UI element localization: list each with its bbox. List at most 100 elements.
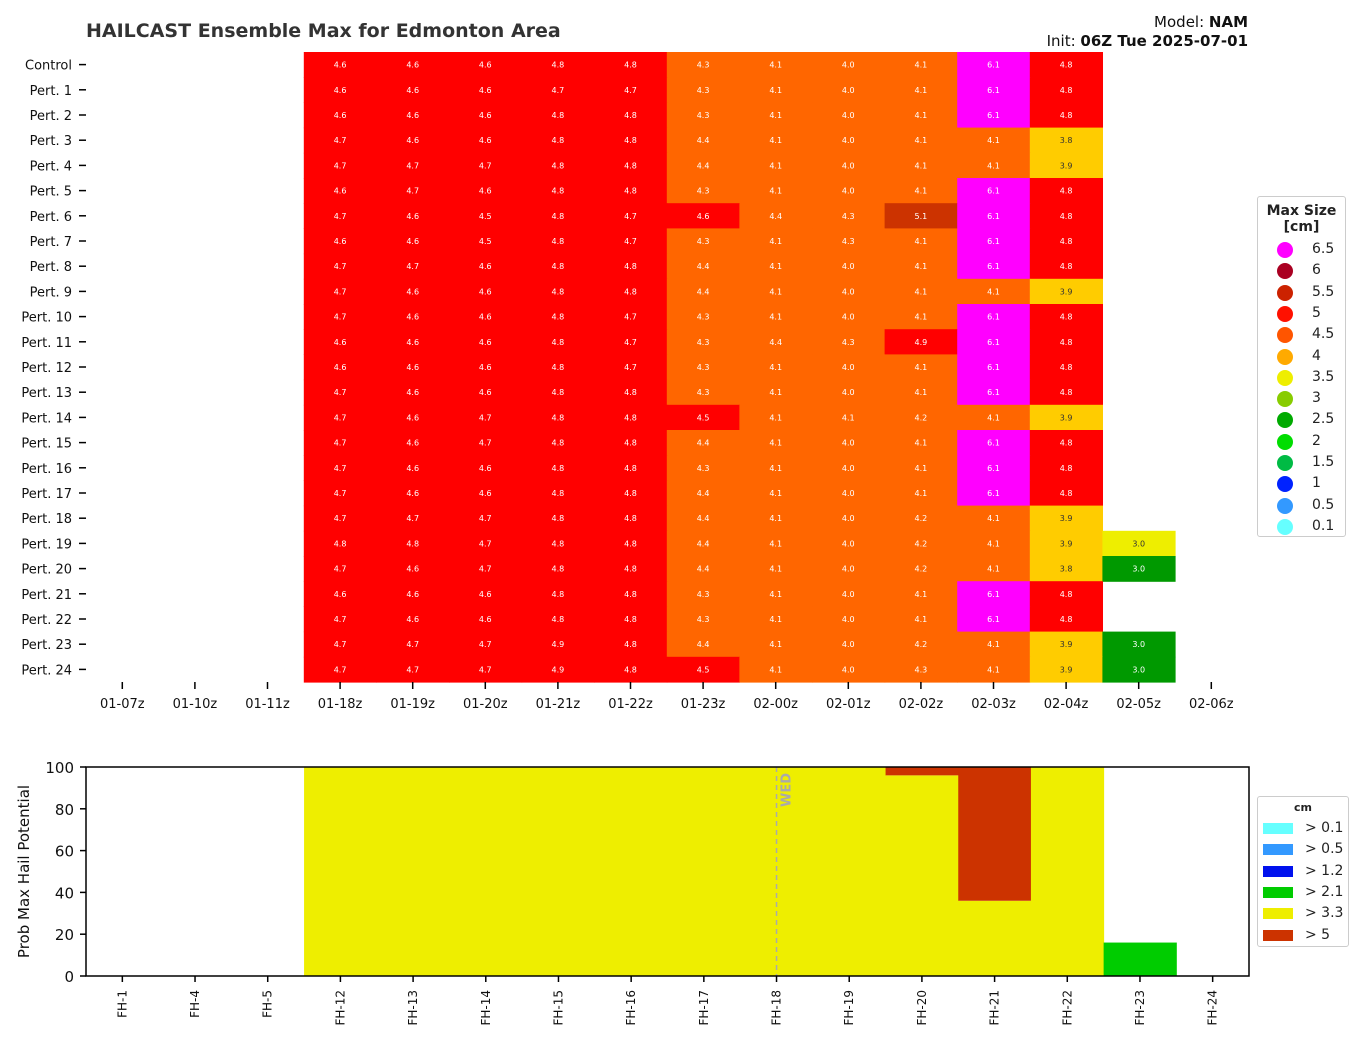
heatmap-cell-value: 4.3 [915,665,928,674]
heatmap-cell [666,480,740,507]
heatmap-cell [812,379,886,406]
x-tick-label: FH-16 [624,990,638,1026]
heatmap-cell [521,656,595,683]
heatmap-cell-value: 4.8 [624,590,637,599]
heatmap-cell-value: 6.1 [987,111,1000,120]
heatmap-cell-value: 4.6 [406,61,419,70]
heatmap-cell-value: 6.1 [987,187,1000,196]
heatmap-cell-value: 4.7 [334,287,347,296]
heatmap-cell-value: 4.6 [406,237,419,246]
probability-bar [449,767,523,976]
heatmap-cell-value: 3.8 [1060,565,1073,574]
heatmap-cell-value: 4.3 [697,313,710,322]
heatmap-cell-value: 4.6 [479,86,492,95]
heatmap-cell-value: 4.1 [769,262,782,271]
heatmap-cell [449,606,523,633]
y-tick-label: Pert. 7 [30,235,72,250]
heatmap-cell-value: 4.1 [987,640,1000,649]
probability-bar [304,767,378,976]
heatmap-cell [957,455,1031,481]
heatmap-cell-value: 4.2 [915,539,928,548]
heatmap-cell-value: 4.1 [769,615,782,624]
heatmap-cell-value: 4.6 [406,86,419,95]
heatmap-cell [521,455,595,481]
heatmap-cell-value: 4.8 [552,590,565,599]
heatmap-cell-value: 4.3 [697,590,710,599]
legend-dot-icon [1277,263,1293,280]
heatmap-cell-value: 4.8 [1060,489,1073,498]
heatmap-cell-value: 4.5 [697,413,710,422]
max-size-legend-entry: 1.5 [1258,452,1345,472]
heatmap-cell-value: 4.7 [334,615,347,624]
heatmap-cell-value: 6.1 [987,61,1000,70]
heatmap-cell-value: 4.8 [624,262,637,271]
probability-bar [958,767,1032,901]
heatmap-cell-value: 6.1 [987,338,1000,347]
legend-dot-icon [1277,391,1293,408]
heatmap-cell-value: 4.8 [552,413,565,422]
heatmap-cell-value: 4.6 [406,565,419,574]
heatmap-cell [739,253,813,280]
heatmap-cell-value: 4.8 [552,514,565,523]
legend-swatch-icon [1263,844,1293,856]
heatmap-cell [376,631,450,658]
heatmap-cell [739,379,813,406]
heatmap-cell-value: 4.1 [915,590,928,599]
heatmap-cell-value: 4.1 [915,313,928,322]
model-value: NAM [1208,13,1248,31]
heatmap-cell-value: 4.8 [624,565,637,574]
heatmap-cell [1029,253,1103,280]
heatmap-cell-value: 6.1 [987,86,1000,95]
heatmap-cell [739,530,813,557]
heatmap-cell [303,329,377,355]
heatmap-cell-value: 3.9 [1060,287,1073,296]
x-tick-label: FH-4 [188,990,202,1018]
heatmap-cell [739,77,813,103]
heatmap-cell-value: 4.8 [624,514,637,523]
y-tick-label: Pert. 24 [21,663,72,678]
heatmap-cell-value: 4.1 [987,136,1000,145]
heatmap-cell-value: 3.9 [1060,665,1073,674]
heatmap-cell [957,253,1031,280]
heatmap-cell-value: 4.6 [479,338,492,347]
heatmap-cell-value: 4.8 [1060,439,1073,448]
heatmap-cell-value: 4.8 [624,665,637,674]
heatmap-cell [1102,530,1176,557]
heatmap-cell [521,631,595,658]
heatmap-cell [376,505,450,532]
heatmap-cell-value: 4.8 [552,313,565,322]
heatmap-cell [957,480,1031,507]
heatmap-cell-value: 4.8 [1060,86,1073,95]
heatmap-cell [884,379,958,406]
heatmap-cell-value: 4.7 [624,86,637,95]
heatmap-cell [521,505,595,532]
heatmap-cell-value: 4.5 [697,665,710,674]
heatmap-cell [884,228,958,255]
heatmap-cell-value: 4.4 [697,489,710,498]
heatmap-cell-value: 4.7 [334,464,347,473]
heatmap-cell-value: 4.7 [334,489,347,498]
max-size-legend-entry: 2.5 [1258,409,1345,429]
heatmap-cell-value: 4.1 [769,161,782,170]
heatmap-cell-value: 4.8 [1060,111,1073,120]
heatmap-cell-value: 4.7 [406,640,419,649]
heatmap-cell [884,505,958,532]
heatmap-cell-value: 4.0 [842,565,855,574]
heatmap-cell [666,505,740,532]
y-tick-label: Pert. 17 [21,487,72,502]
heatmap-cell [957,278,1031,305]
heatmap-cell-value: 4.7 [406,514,419,523]
heatmap-cell [376,430,450,456]
max-size-legend-unit: [cm] [1283,219,1320,235]
heatmap-cell [303,178,377,204]
heatmap-cell-value: 4.8 [624,61,637,70]
heatmap-cell-value: 4.8 [624,111,637,120]
heatmap-cell-value: 4.8 [624,539,637,548]
probability-bar [376,767,450,976]
heatmap-cell [376,556,450,582]
heatmap-cell [303,581,377,607]
y-tick-label: Pert. 8 [30,260,72,275]
heatmap-cell-value: 4.6 [406,111,419,120]
heatmap-cell [449,455,523,481]
heatmap-cell [376,329,450,355]
